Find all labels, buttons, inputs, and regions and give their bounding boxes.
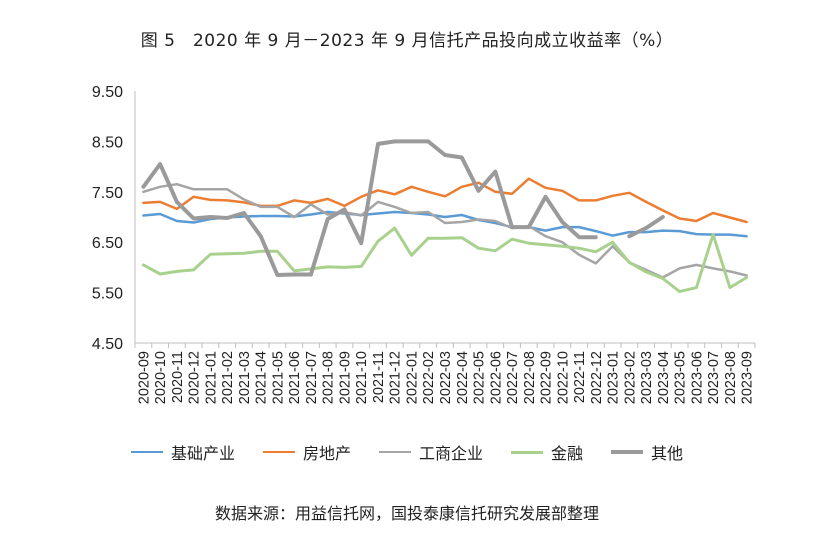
x-tick-label: 2021-08 <box>321 351 337 404</box>
x-tick-label: 2020-10 <box>153 351 169 404</box>
x-tick-label: 2023-03 <box>639 351 655 404</box>
legend-swatch <box>262 451 295 453</box>
x-tick-label: 2022-04 <box>455 351 471 404</box>
x-tick-label: 2023-09 <box>740 351 756 404</box>
x-tick-label: 2023-07 <box>706 351 722 404</box>
x-tick-label: 2023-08 <box>723 351 739 404</box>
x-tick-label: 2022-03 <box>438 351 454 404</box>
legend-swatch <box>511 450 543 454</box>
series-line-2 <box>142 177 748 224</box>
x-tick-label: 2022-07 <box>505 351 521 404</box>
x-tick-label: 2022-01 <box>404 351 420 404</box>
x-tick-label: 2023-01 <box>606 351 622 404</box>
x-tick-label: 2021-11 <box>371 351 387 403</box>
series-line-4 <box>141 226 749 294</box>
chart-title: 图 5 2020 年 9 月－2023 年 9 月信托产品投向成立收益率（%） <box>140 31 674 51</box>
series-line-5 <box>143 141 746 287</box>
x-tick-label: 2023-05 <box>673 351 689 404</box>
x-tick-label: 2021-12 <box>388 351 404 404</box>
x-tick-label: 2021-02 <box>220 351 236 404</box>
x-tick-label: 2023-02 <box>622 351 638 404</box>
y-tick-label: 8.50 <box>92 134 123 151</box>
legend-label: 房地产 <box>302 444 351 463</box>
x-tick-label: 2021-10 <box>354 351 370 404</box>
chart-legend: 基础产业 房地产 工商企业 金融 其他 <box>0 440 814 464</box>
x-tick-label: 2023-04 <box>656 351 672 404</box>
x-tick-label: 2020-11 <box>170 351 186 403</box>
source-note: 数据来源：用益信托网，国投泰康信托研究发展部整理 <box>214 504 599 523</box>
x-tick-label: 2022-09 <box>539 351 555 404</box>
legend-label: 其他 <box>651 444 684 463</box>
legend-label: 金融 <box>551 444 584 463</box>
legend-swatch <box>130 451 163 453</box>
x-tick-label: 2021-03 <box>237 351 253 404</box>
legend-swatch <box>378 451 411 453</box>
x-tick-label: 2023-06 <box>689 351 705 404</box>
legend-label: 工商企业 <box>418 444 483 463</box>
y-tick-label: 4.50 <box>92 336 123 353</box>
x-tick-label: 2022-02 <box>421 351 437 404</box>
y-tick-label: 7.50 <box>92 185 123 202</box>
legend-item: 工商企业 <box>378 440 483 464</box>
x-tick-label: 2021-06 <box>287 351 303 404</box>
series-line-3 <box>142 182 748 279</box>
legend-label: 基础产业 <box>170 444 235 463</box>
y-tick-label: 9.50 <box>92 84 123 101</box>
y-tick-label: 6.50 <box>92 235 123 252</box>
x-tick-label: 2020-09 <box>136 351 152 404</box>
legend-item: 基础产业 <box>130 440 235 464</box>
legend-swatch <box>611 450 644 454</box>
legend-item: 其他 <box>611 440 683 464</box>
x-tick-label: 2021-01 <box>203 351 219 404</box>
x-tick-label: 2021-04 <box>254 351 270 404</box>
x-tick-label: 2022-10 <box>555 351 571 404</box>
x-tick-label: 2022-06 <box>488 351 504 404</box>
x-tick-label: 2021-05 <box>270 351 286 404</box>
x-tick-label: 2022-12 <box>589 351 605 404</box>
x-tick-label: 2022-11 <box>572 351 588 403</box>
legend-item: 房地产 <box>262 440 351 464</box>
y-tick-label: 5.50 <box>92 286 123 303</box>
x-tick-label: 2022-05 <box>472 351 488 404</box>
series-line-1 <box>142 210 748 238</box>
x-tick-label: 2021-09 <box>337 351 353 404</box>
x-tick-label: 2020-12 <box>187 351 203 404</box>
x-tick-label: 2022-08 <box>522 351 538 404</box>
x-tick-label: 2021-07 <box>304 351 320 404</box>
legend-item: 金融 <box>511 440 583 464</box>
